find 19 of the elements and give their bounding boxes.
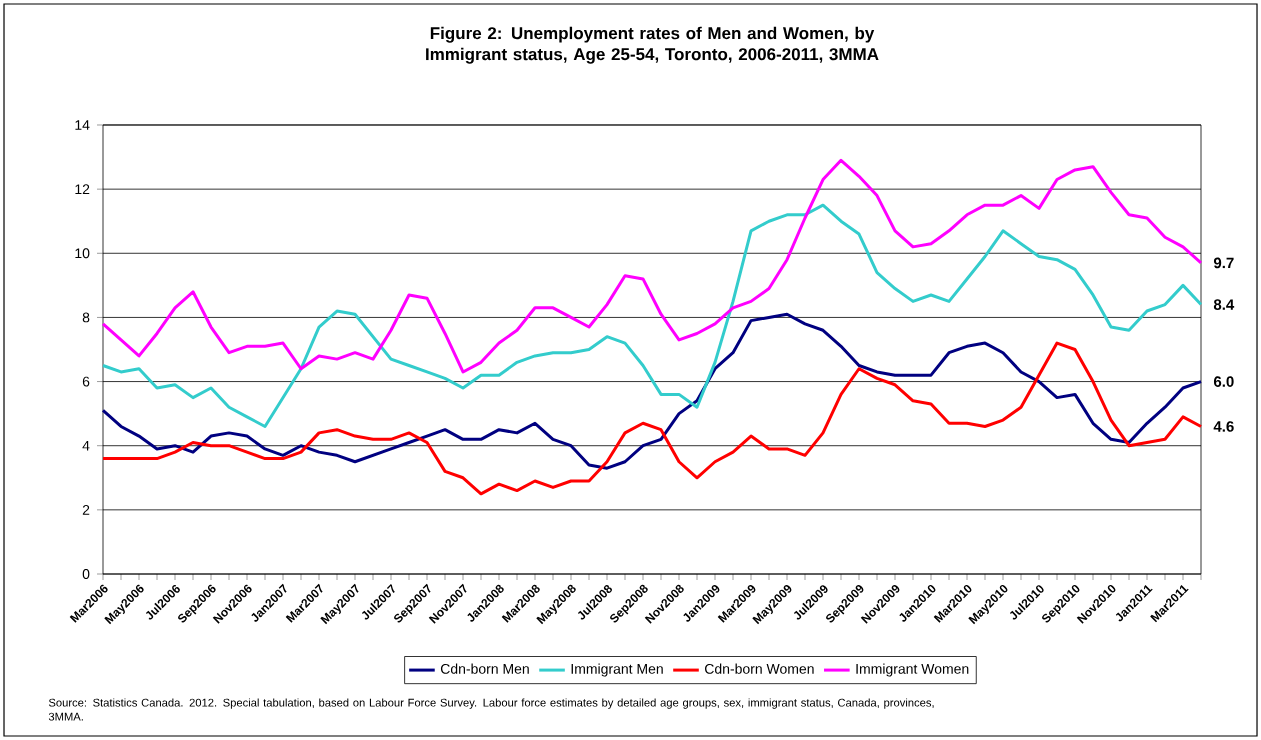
data-label: 9.7 [1213,257,1234,269]
y-tick-label: 6 [82,376,90,387]
y-tick-label: 4 [82,440,90,451]
data-label: 6.0 [1213,376,1234,387]
legend-label: Cdn-born Men [440,663,529,674]
y-tick-label: 14 [75,120,90,130]
y-tick-label: 10 [75,248,90,259]
legend-label: Immigrant Men [571,663,663,677]
y-tick-label: 2 [82,504,90,515]
y-tick-label: 8 [82,312,90,323]
data-label: 8.4 [1213,299,1235,310]
y-tick-label: 0 [82,569,90,579]
y-tick-label: 12 [75,184,90,195]
line-series [101,158,1203,374]
data-label: 4.6 [1213,421,1234,432]
legend-label: Immigrant Women [856,663,969,677]
source-note: Source: Statistics Canada. 2012. Special tabulation, based on Labour Force Survey. Labour force estimates by detailed age groups, sex, immigrant status, Canada, provinces, 3MMA. [48,698,934,721]
legend-label: Cdn-born Women [705,663,814,674]
chart-title: Figure 2: Unemployment rates of Men and Women, by Immigrant status, Age 25-54, Toronto, 2006-2011, 3MMA [426,26,879,64]
